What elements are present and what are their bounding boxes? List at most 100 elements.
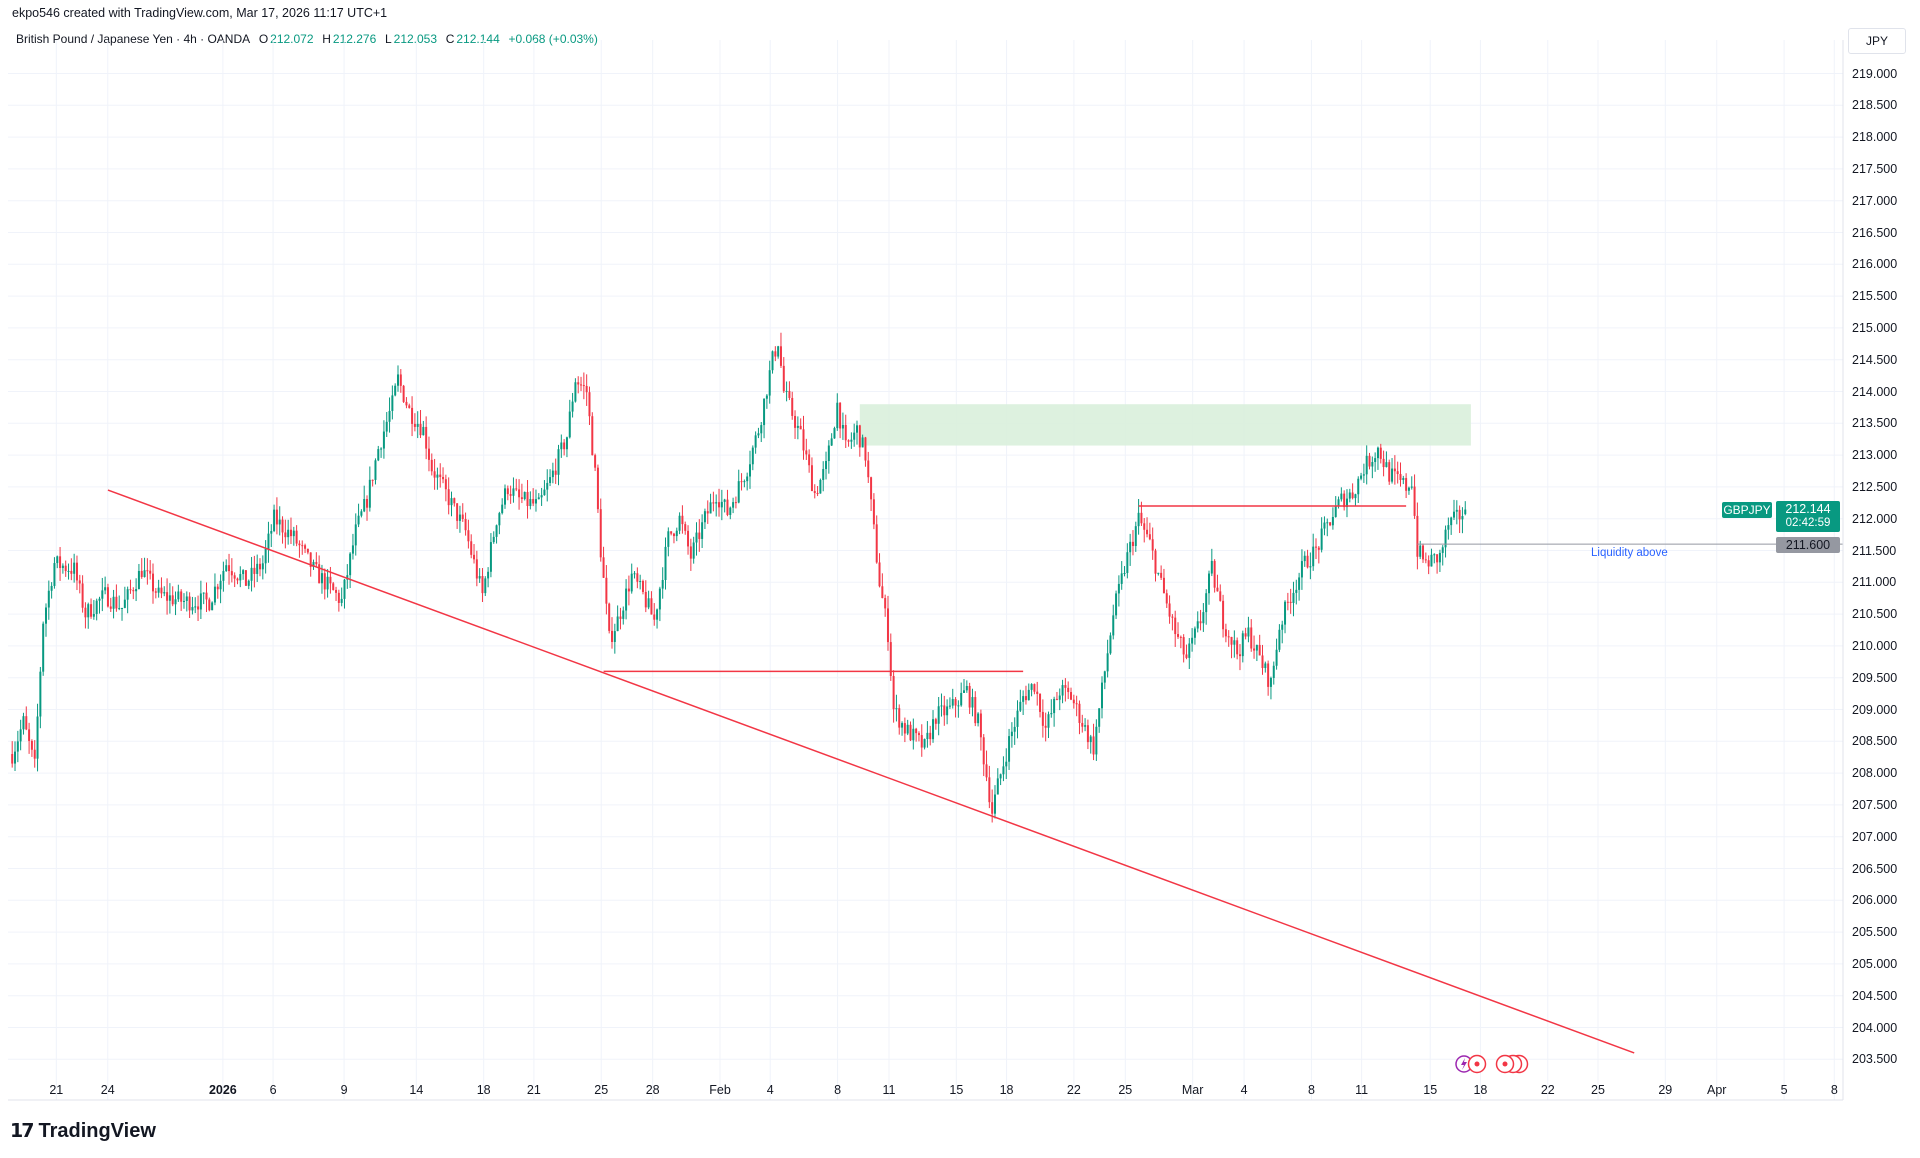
candle-body xyxy=(295,530,298,544)
candle-body xyxy=(819,479,822,494)
price-tick: 209.500 xyxy=(1852,670,1898,685)
candle-body xyxy=(1210,560,1213,574)
candle-body xyxy=(1438,552,1441,563)
candle-body xyxy=(656,609,659,620)
candle-body xyxy=(1010,731,1013,737)
candle-body xyxy=(968,685,971,708)
candle-body xyxy=(1151,539,1154,551)
candle-body xyxy=(563,442,566,450)
symbol-legend: British Pound / Japanese Yen · 4h · OAND… xyxy=(16,32,600,46)
candle-body xyxy=(1005,761,1008,767)
candle-body xyxy=(1137,512,1140,527)
candle-body xyxy=(1275,649,1278,666)
candle-body xyxy=(501,504,504,514)
candle-body xyxy=(1407,487,1410,491)
candle-body xyxy=(182,600,185,602)
candle-body xyxy=(875,524,878,563)
candle-body xyxy=(228,565,231,572)
time-tick: 25 xyxy=(1118,1083,1133,1097)
candle-body xyxy=(974,697,977,724)
candle-body xyxy=(985,764,988,778)
candle-body xyxy=(140,570,143,578)
candle-body xyxy=(760,425,763,434)
candle-body xyxy=(298,543,301,546)
candle-body xyxy=(723,499,726,502)
price-tick: 205.500 xyxy=(1852,925,1898,940)
candle-body xyxy=(1300,561,1303,578)
candle-body xyxy=(1295,589,1298,593)
high-label: H xyxy=(322,32,331,46)
candle-body xyxy=(1019,701,1022,711)
tradingview-logo[interactable]: 𝟭𝟳 TradingView xyxy=(10,1120,156,1143)
candle-body xyxy=(546,482,549,490)
candle-body xyxy=(194,606,197,608)
candle-body xyxy=(633,573,636,575)
symbol-description[interactable]: British Pound / Japanese Yen · 4h · OAND… xyxy=(16,32,251,46)
bar-countdown: 02:42:59 xyxy=(1785,517,1831,529)
candle-body xyxy=(791,397,794,416)
candle-body xyxy=(478,576,481,579)
candle-body xyxy=(892,676,895,710)
candle-body xyxy=(926,732,929,740)
candle-body xyxy=(774,351,777,357)
candle-body xyxy=(591,416,594,456)
candle-body xyxy=(1182,637,1185,655)
candle-body xyxy=(937,706,940,724)
candle-body xyxy=(813,491,816,493)
time-tick: Apr xyxy=(1707,1083,1727,1097)
candle-body xyxy=(351,545,354,554)
time-tick: 4 xyxy=(1240,1083,1248,1097)
candle-body xyxy=(1337,499,1340,506)
currency-button[interactable]: JPY xyxy=(1848,28,1906,54)
candle-body xyxy=(273,509,276,532)
candle-body xyxy=(174,599,177,605)
candle-body xyxy=(847,440,850,442)
candle-body xyxy=(1033,684,1036,692)
candle-body xyxy=(1070,692,1073,700)
time-tick: 8 xyxy=(834,1083,842,1097)
candle-body xyxy=(520,497,523,500)
candle-body xyxy=(1030,684,1033,690)
candle-body xyxy=(765,395,768,399)
candle-body xyxy=(1391,468,1394,482)
candle-body xyxy=(1331,516,1334,526)
candle-body xyxy=(1450,517,1453,526)
candle-body xyxy=(979,713,982,738)
candle-body xyxy=(222,571,225,581)
candle-body xyxy=(98,598,101,601)
price-tick: 210.500 xyxy=(1852,607,1898,622)
candle-body xyxy=(1292,592,1295,603)
candle-body xyxy=(971,697,974,708)
candle-body xyxy=(588,392,591,417)
candle-body xyxy=(1399,474,1402,480)
candle-body xyxy=(509,494,512,496)
candle-body xyxy=(782,365,785,392)
candle-body xyxy=(1320,528,1323,550)
candle-body xyxy=(1115,593,1118,616)
candle-body xyxy=(549,477,552,483)
open-label: O xyxy=(258,32,269,46)
candle-body xyxy=(197,606,200,610)
candle-body xyxy=(954,699,957,706)
candle-body xyxy=(788,390,791,398)
candle-body xyxy=(1177,634,1180,637)
candle-body xyxy=(318,564,321,584)
candle-body xyxy=(1309,566,1312,568)
liquidity-price-label: 211.600 xyxy=(1776,537,1840,553)
candle-body xyxy=(515,488,518,490)
candle-body xyxy=(1298,577,1301,590)
candle-body xyxy=(95,600,98,614)
candle-body xyxy=(1072,699,1075,704)
candle-body xyxy=(1196,621,1199,629)
candle-body xyxy=(1058,695,1061,700)
candle-body xyxy=(709,502,712,514)
candle-body xyxy=(737,481,740,503)
tradingview-logo-icon: 𝟭𝟳 xyxy=(10,1121,34,1142)
candle-body xyxy=(323,573,326,590)
liquidity-label[interactable]: Liquidity above xyxy=(1591,547,1668,559)
low-value: 212.053 xyxy=(393,32,438,46)
time-tick: 6 xyxy=(269,1083,277,1097)
candle-body xyxy=(571,401,574,412)
candle-body xyxy=(289,529,292,537)
